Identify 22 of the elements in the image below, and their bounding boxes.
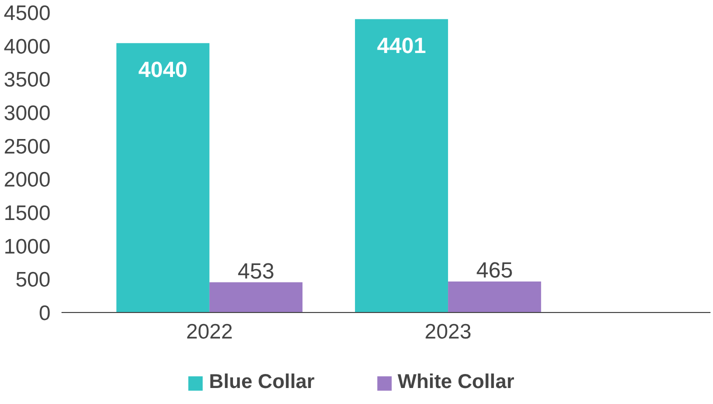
y-tick-label: 1500 xyxy=(4,202,50,225)
data-label: 4040 xyxy=(138,57,188,82)
y-tick-label: 3500 xyxy=(4,68,50,92)
legend-label: Blue Collar xyxy=(209,371,315,394)
bar xyxy=(448,282,542,312)
y-tick-label: 1000 xyxy=(4,235,50,258)
y-tick-label: 4000 xyxy=(4,35,50,58)
bar xyxy=(116,43,210,312)
data-label: 453 xyxy=(238,258,274,284)
y-tick-label: 2500 xyxy=(4,135,50,158)
legend-label: White Collar xyxy=(398,371,514,394)
x-tick-label: 2022 xyxy=(186,320,233,344)
y-tick-label: 500 xyxy=(15,268,51,292)
y-tick-label: 0 xyxy=(38,302,51,325)
y-tick-label: 4500 xyxy=(4,2,50,25)
bar xyxy=(209,282,302,312)
data-label: 465 xyxy=(476,258,513,282)
data-label: 4401 xyxy=(377,33,426,58)
y-tick-label: 2000 xyxy=(4,168,50,192)
x-tick-label: 2023 xyxy=(424,320,472,344)
y-tick-label: 3000 xyxy=(4,102,50,125)
bar xyxy=(354,19,448,312)
